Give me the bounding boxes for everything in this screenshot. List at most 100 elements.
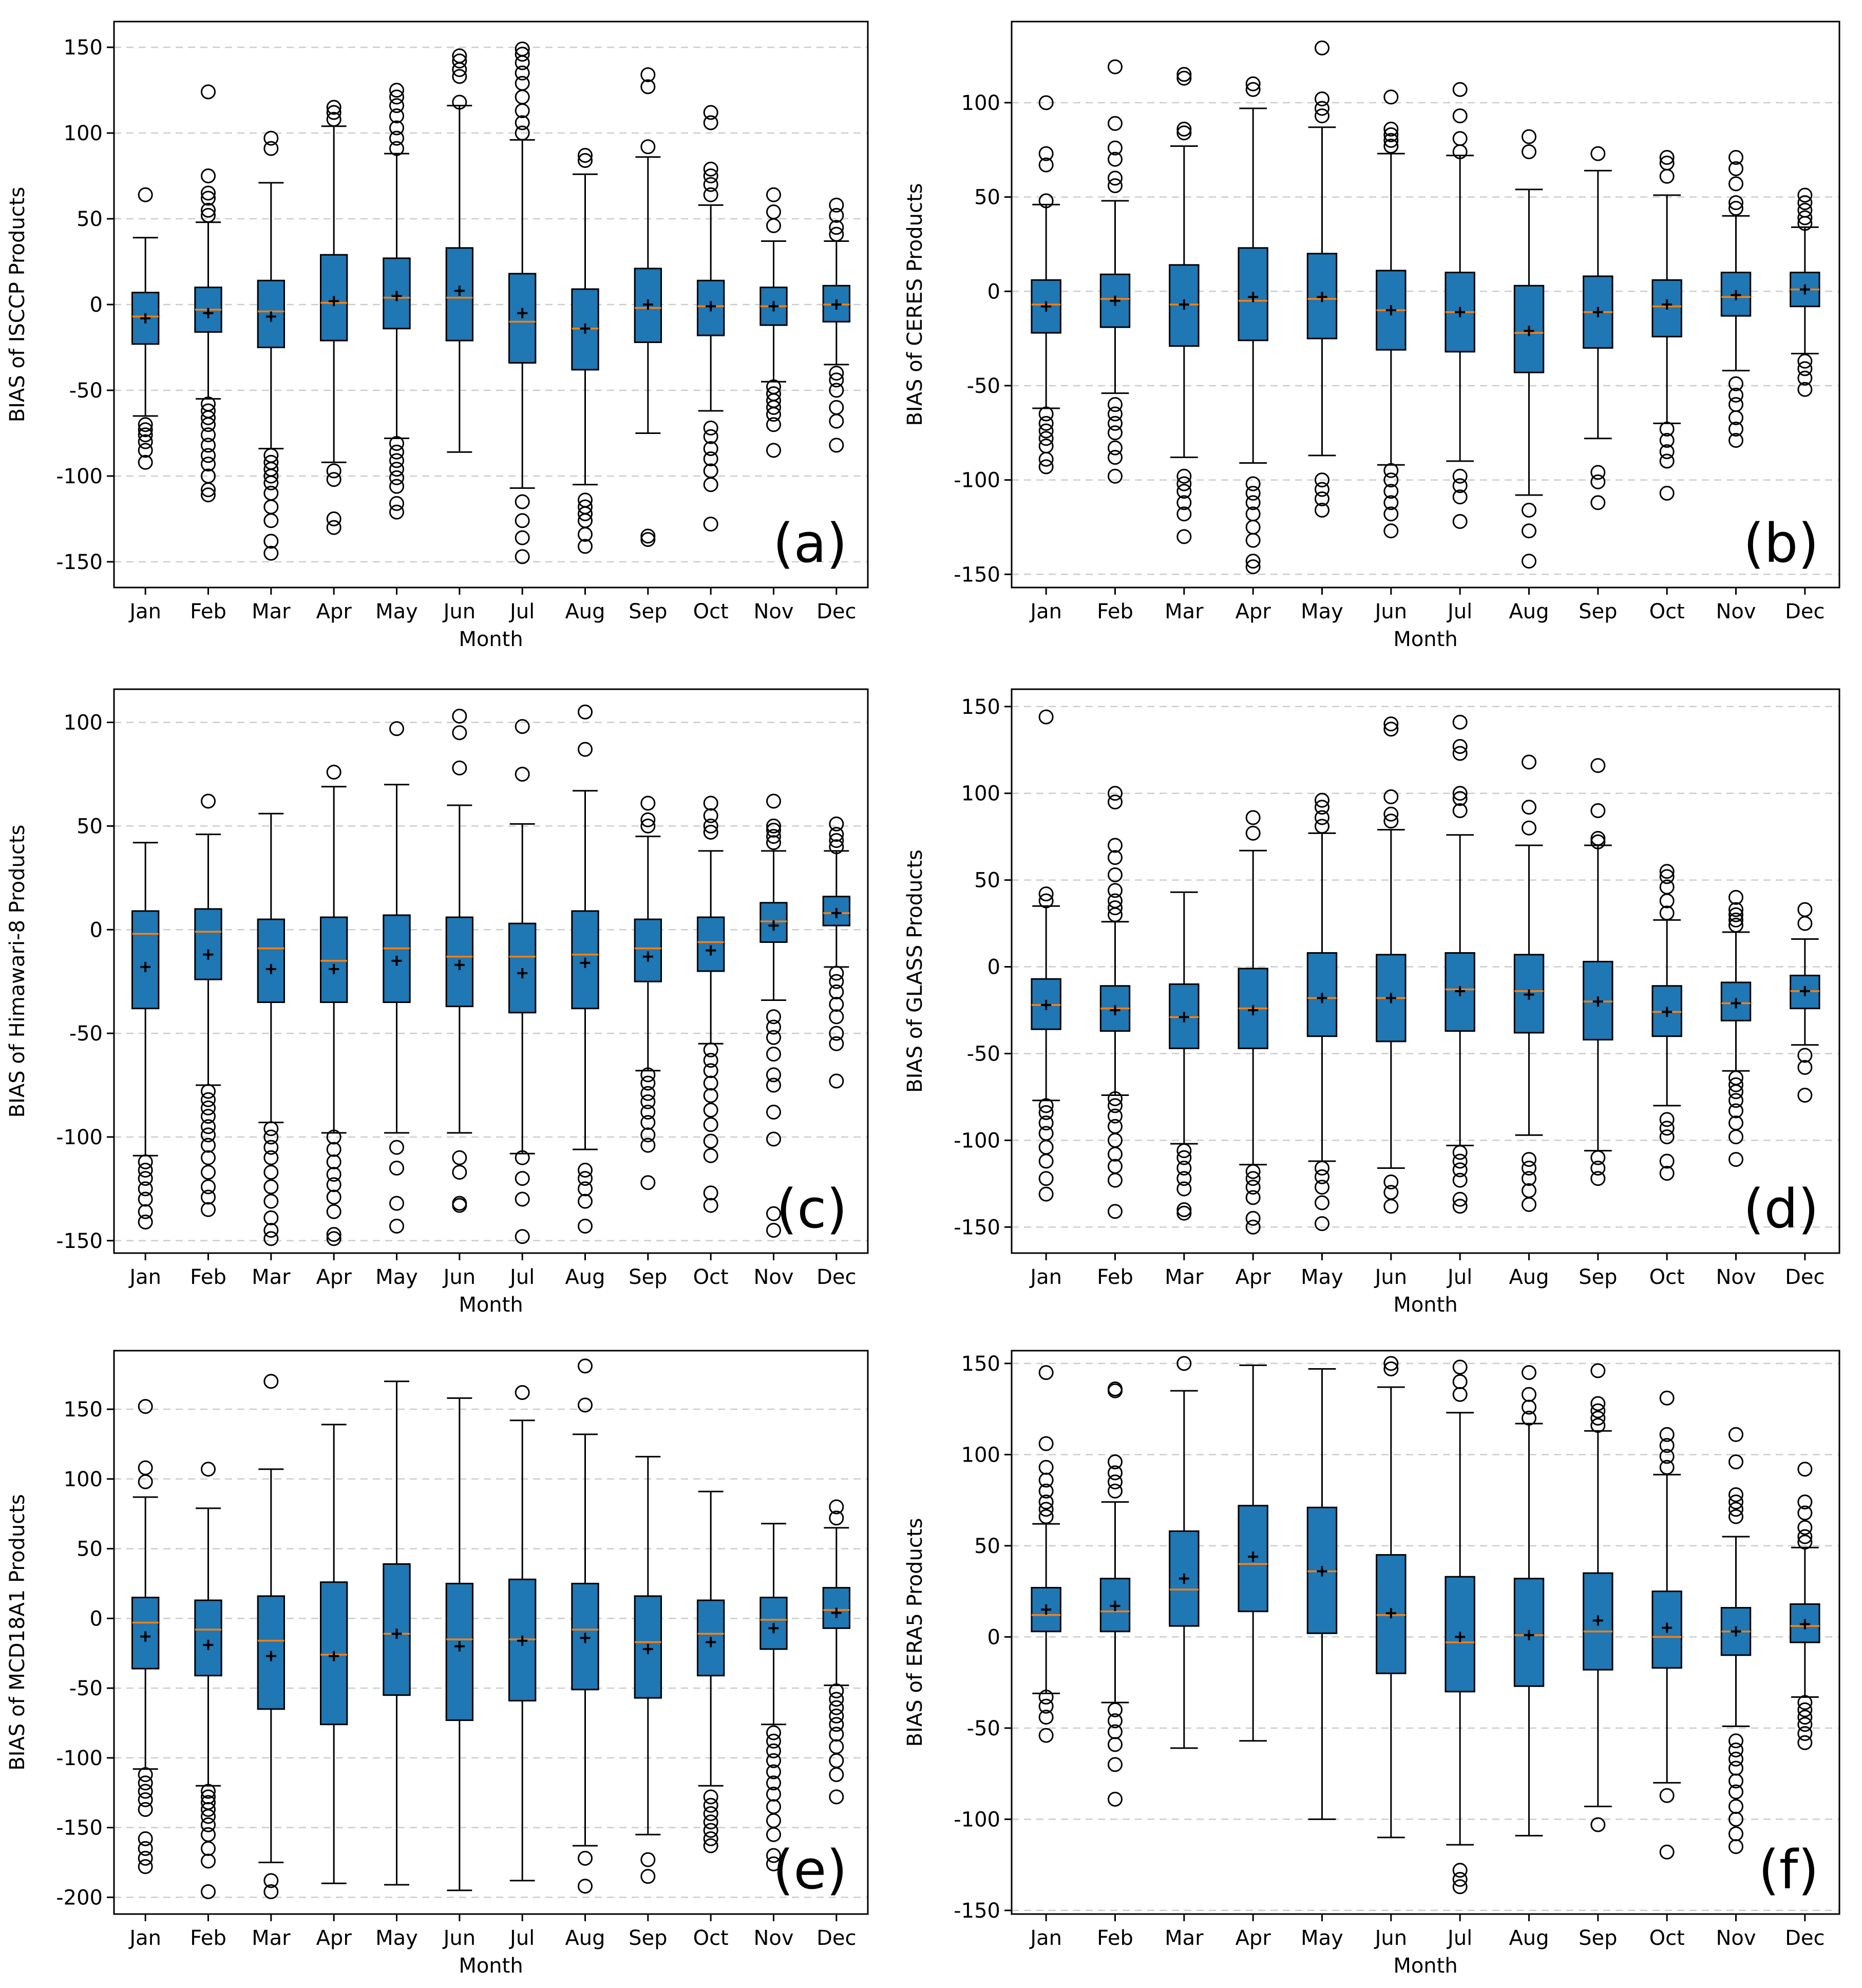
outlier-point xyxy=(1797,1726,1813,1741)
outlier-point xyxy=(1315,108,1329,124)
x-tick-label: Apr xyxy=(1236,1265,1271,1289)
x-tick-label: Sep xyxy=(1579,1265,1617,1289)
x-tick-label: Jan xyxy=(128,600,161,623)
outlier-point xyxy=(201,457,216,472)
outlier-point xyxy=(1728,1103,1743,1119)
outlier-point xyxy=(766,400,781,415)
outlier-point xyxy=(1452,1191,1468,1207)
box-iqr xyxy=(131,910,160,1010)
y-tick-label: 50 xyxy=(77,815,103,838)
outlier-point xyxy=(452,53,467,69)
outlier-point xyxy=(829,1499,844,1514)
outlier-point xyxy=(1245,810,1261,825)
x-tick-label: Feb xyxy=(190,600,226,623)
outlier-point xyxy=(201,1084,216,1099)
outlier-point xyxy=(1383,495,1399,510)
outlier-point xyxy=(1383,89,1399,105)
outlier-point xyxy=(1108,171,1123,186)
outlier-point xyxy=(829,207,844,223)
box-mar xyxy=(257,1374,286,1900)
outlier-point xyxy=(703,1148,718,1163)
outlier-point xyxy=(201,1127,216,1143)
outlier-point xyxy=(452,708,467,724)
box-aug xyxy=(571,1358,599,1894)
box-oct xyxy=(1651,149,1682,501)
box-iqr xyxy=(194,1599,222,1677)
x-tick-label: Jun xyxy=(1374,1265,1408,1289)
outlier-point xyxy=(766,1105,781,1120)
outlier-point xyxy=(640,532,656,547)
outlier-point xyxy=(1728,1751,1743,1767)
outlier-point xyxy=(515,1229,530,1244)
x-tick-label: Apr xyxy=(1236,1926,1271,1950)
outlier-point xyxy=(1176,1356,1192,1371)
outlier-point xyxy=(326,1227,341,1242)
outlier-point xyxy=(640,528,656,544)
outlier-point xyxy=(515,89,530,105)
outlier-point xyxy=(1383,523,1399,539)
outlier-point xyxy=(1452,1162,1468,1178)
outlier-point xyxy=(389,1196,404,1211)
outlier-point xyxy=(1452,108,1468,124)
outlier-point xyxy=(1797,902,1813,917)
box-nov xyxy=(1720,1427,1752,1854)
box-iqr xyxy=(257,918,286,1004)
outlier-point xyxy=(578,1194,593,1209)
box-aug xyxy=(571,704,599,1234)
outlier-point xyxy=(389,120,404,136)
outlier-point xyxy=(640,1175,656,1190)
outlier-point xyxy=(1728,1427,1743,1442)
outlier-point xyxy=(1176,468,1192,484)
outlier-point xyxy=(201,793,216,809)
outlier-point xyxy=(703,1823,718,1838)
outlier-point xyxy=(1590,834,1606,849)
outlier-point xyxy=(703,1814,718,1830)
outlier-point xyxy=(1038,431,1054,446)
outlier-point xyxy=(515,513,530,528)
outlier-point xyxy=(1038,1436,1054,1451)
outlier-point xyxy=(1452,803,1468,818)
outlier-point xyxy=(1797,1088,1813,1103)
y-tick-label: 50 xyxy=(77,1538,103,1561)
outlier-point xyxy=(389,470,404,485)
outlier-point xyxy=(1108,1098,1123,1113)
outlier-point xyxy=(766,1131,781,1147)
outlier-point xyxy=(1176,1202,1192,1218)
y-tick-label: 50 xyxy=(974,186,1000,210)
outlier-point xyxy=(1452,1153,1468,1169)
outlier-point xyxy=(1797,916,1813,931)
outlier-point xyxy=(1728,1826,1743,1842)
outlier-point xyxy=(138,422,153,438)
outlier-point xyxy=(766,1206,781,1221)
outlier-point xyxy=(1383,722,1399,737)
outlier-point xyxy=(829,1026,844,1041)
box-aug xyxy=(1513,129,1545,569)
outlier-point xyxy=(1038,1171,1054,1186)
outlier-point xyxy=(703,1042,718,1057)
y-tick-label: 150 xyxy=(64,36,103,60)
outlier-point xyxy=(263,1140,279,1155)
outlier-point xyxy=(452,62,467,78)
x-tick-label: Nov xyxy=(1716,1265,1756,1289)
outlier-point xyxy=(829,372,844,388)
outlier-point xyxy=(1522,1365,1536,1380)
outlier-point xyxy=(1452,478,1468,494)
outlier-point xyxy=(1176,1171,1192,1186)
outlier-point xyxy=(1797,1710,1813,1725)
outlier-point xyxy=(138,1181,153,1197)
outlier-point xyxy=(1315,1160,1329,1176)
y-tick-label: -100 xyxy=(954,1129,1000,1152)
x-tick-label: Nov xyxy=(753,600,793,623)
outlier-point xyxy=(1383,484,1399,499)
outlier-point xyxy=(201,1884,216,1900)
x-tick-label: Mar xyxy=(252,600,291,623)
y-tick-label: 150 xyxy=(64,1398,103,1422)
axes-frame xyxy=(113,21,869,589)
outlier-point xyxy=(1590,1150,1606,1165)
outlier-point xyxy=(1038,1494,1054,1510)
outlier-point xyxy=(1659,864,1675,879)
outlier-point xyxy=(766,1753,781,1768)
outlier-point xyxy=(1522,1160,1536,1176)
outlier-point xyxy=(263,141,279,156)
